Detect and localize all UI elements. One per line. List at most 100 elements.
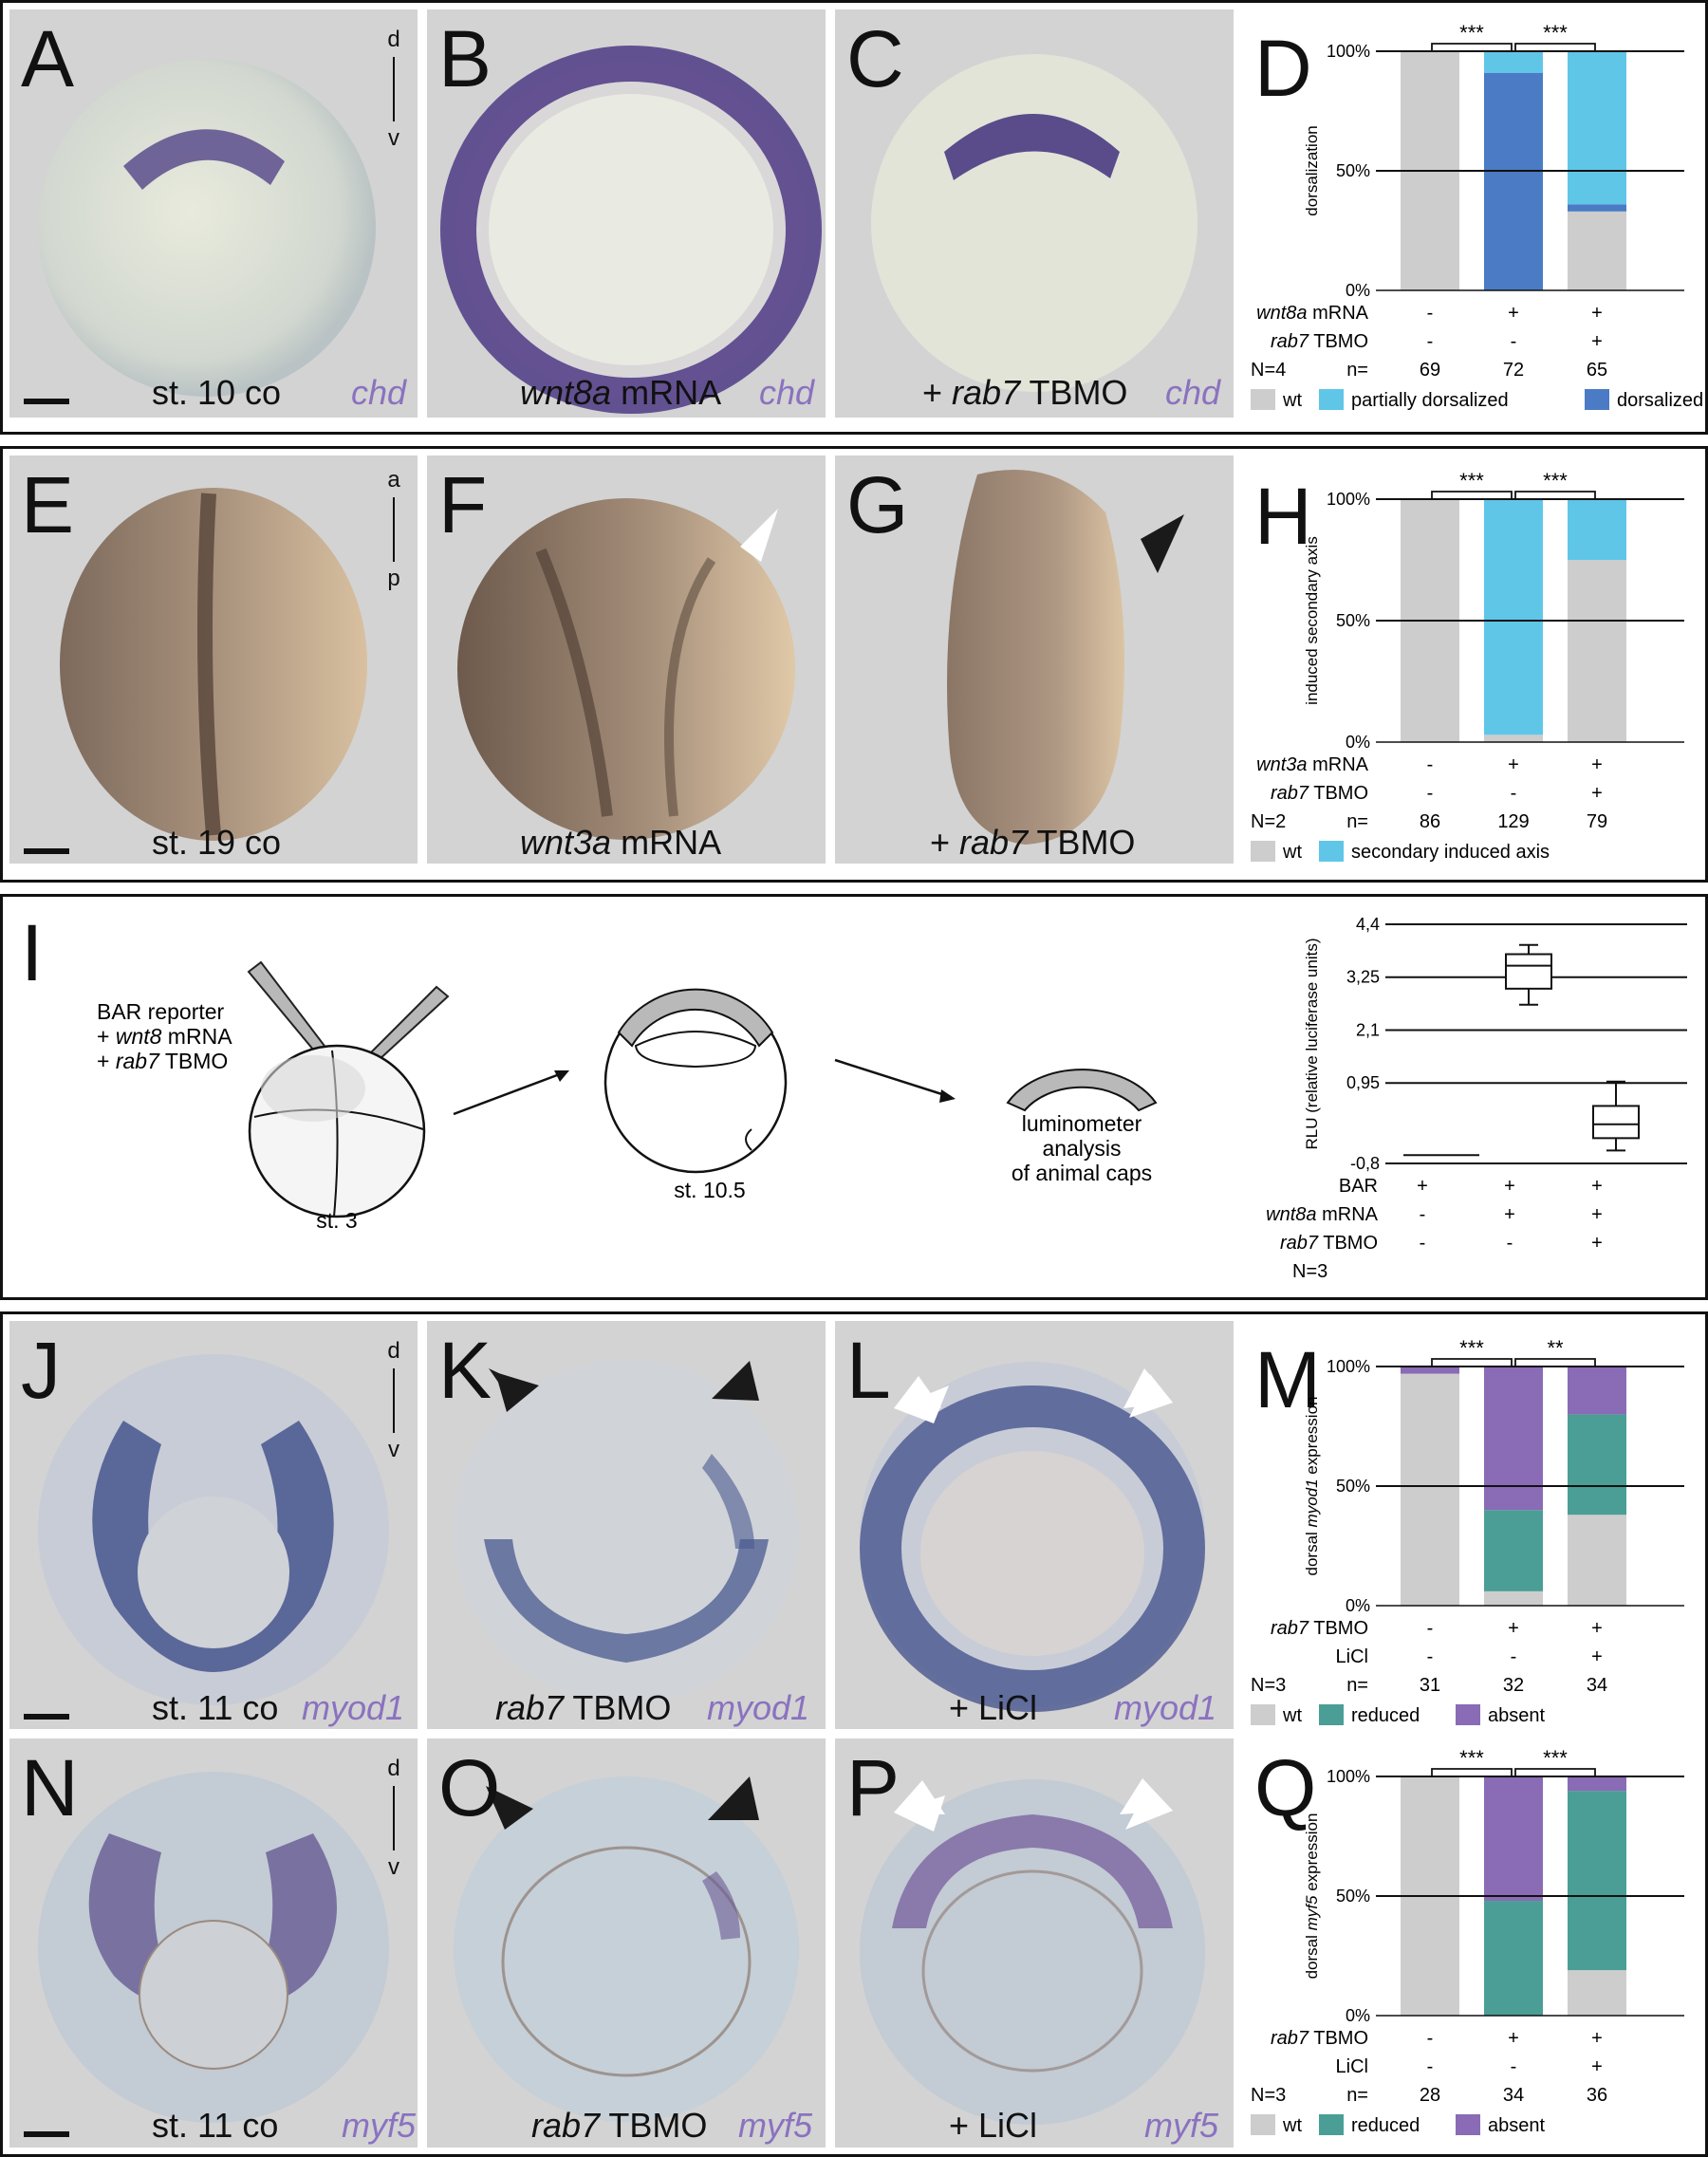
panel-letter-i: I — [21, 908, 44, 997]
y-tick-label: 100% — [1327, 1767, 1370, 1786]
y-tick-label: 100% — [1327, 42, 1370, 61]
axis-indicator-a: d v — [384, 27, 403, 152]
scale-bar-e — [24, 848, 69, 854]
gastrula-embryo — [603, 988, 788, 1174]
y-axis-label: dorsalization — [1303, 125, 1321, 215]
caption-g-italic: rab7 — [959, 823, 1029, 862]
bar-segment-wt — [1568, 1970, 1626, 2016]
n-value: 69 — [1420, 360, 1440, 381]
condition-sign: + — [1591, 1618, 1603, 1639]
bar-segment-partially-dorsalized — [1568, 51, 1626, 205]
axis-line — [393, 57, 395, 121]
legend-swatch-wt — [1251, 841, 1275, 862]
flow-arrow-1 — [453, 1070, 566, 1116]
panel-letter-q: Q — [1254, 1743, 1317, 1832]
chart-panel-d: dorsalization 0% 50% 100% *** *** wnt8a mRNA - +… — [1251, 21, 1703, 411]
condition-row-label: wnt8a mRNA — [1256, 303, 1368, 324]
condition-sign: + — [1508, 754, 1519, 775]
flow-arrow-2 — [834, 1058, 952, 1099]
panel-letter-o: O — [438, 1743, 501, 1832]
y-tick-label: 0% — [1346, 281, 1370, 300]
photo-panel-b — [427, 9, 826, 418]
legend-swatch-reduced — [1319, 1704, 1344, 1725]
y-tick-label: 2,1 — [1356, 1020, 1380, 1039]
n-value: 32 — [1503, 1675, 1524, 1696]
stage-label-st10-5: st. 10.5 — [674, 1178, 745, 1202]
significance-bracket — [1514, 43, 1596, 51]
four-cell-embryo — [248, 1044, 426, 1218]
y-tick-label: 4,4 — [1356, 915, 1380, 934]
condition-sign: + — [1504, 1204, 1515, 1225]
caption-l-main: + LiCl — [949, 1688, 1038, 1727]
gene-label-n: myf5 — [342, 2106, 417, 2145]
condition-row-label: rab7 TBMO — [1271, 1618, 1368, 1639]
gene-label-a: chd — [351, 373, 407, 412]
n-value: 31 — [1420, 1675, 1440, 1696]
legend-swatch-reduced — [1319, 2114, 1344, 2135]
legend-label: wt — [1282, 2115, 1302, 2136]
significance-label: *** — [1543, 1746, 1568, 1770]
bar-segment-absent — [1568, 1367, 1626, 1415]
bar-segment-reduced — [1568, 1791, 1626, 1971]
caption-p: + LiCl — [949, 2109, 1037, 2143]
condition-row-label: LiCl — [1336, 2056, 1368, 2077]
condition-sign: + — [1508, 303, 1519, 324]
panel-letter-g: G — [846, 460, 909, 549]
bar-segment-reduced — [1484, 1901, 1543, 2016]
legend-label: absent — [1488, 2115, 1545, 2136]
caption-c-main: TBMO — [1020, 373, 1128, 412]
axis-line — [393, 497, 395, 562]
legend-swatch-wt — [1251, 2114, 1275, 2135]
photo-panel-a — [9, 9, 418, 418]
panel-letter-e: E — [21, 460, 75, 549]
panel-letter-f: F — [438, 460, 488, 549]
condition-sign: + — [1591, 303, 1603, 324]
significance-label: *** — [1459, 21, 1484, 45]
bar-segment-dorsalized — [1484, 72, 1543, 291]
stage-label-st3: st. 3 — [316, 1208, 357, 1233]
n-prefix-label: n= — [1346, 1675, 1368, 1696]
embryo-image-a — [38, 59, 376, 397]
significance-bracket — [1514, 1768, 1596, 1776]
bar-segment-absent — [1484, 1367, 1543, 1511]
caption-e-main: st. 19 co — [152, 823, 282, 862]
box-iqr — [1592, 1105, 1640, 1140]
embryo-image-o — [454, 1776, 799, 2122]
embryo-image-f — [457, 498, 795, 840]
panel-letter-j: J — [21, 1326, 61, 1415]
n-value: 129 — [1497, 811, 1529, 832]
panel-letter-b: B — [438, 14, 492, 103]
legend-swatch-absent — [1456, 1704, 1480, 1725]
box-iqr — [1505, 953, 1552, 990]
panel-letter-l: L — [846, 1326, 891, 1415]
significance-label: *** — [1459, 1746, 1484, 1770]
y-tick-label: 50% — [1336, 161, 1370, 180]
caption-a-main: st. 10 co — [152, 373, 282, 412]
significance-bracket — [1431, 491, 1513, 499]
panel-letter-d: D — [1254, 24, 1312, 113]
axis-bottom-label: p — [387, 566, 400, 591]
bar-segment-wt — [1568, 560, 1626, 742]
axis-indicator-e: a p — [384, 467, 403, 592]
condition-sign: + — [1591, 1233, 1603, 1254]
photo-panel-j — [9, 1321, 418, 1729]
n-experiments-label: N=3 — [1251, 1675, 1286, 1696]
gene-label-l: myod1 — [1114, 1688, 1217, 1727]
condition-sign: - — [1427, 2056, 1434, 2077]
significance-bracket — [1514, 491, 1596, 499]
schematic-label-line3: + rab7 TBMO — [97, 1049, 228, 1073]
legend-label: reduced — [1351, 2115, 1420, 2136]
bar-segment-wt — [1568, 1515, 1626, 1606]
axis-bottom-label: v — [388, 1854, 399, 1880]
condition-sign: - — [1511, 331, 1517, 352]
axis-line — [393, 1368, 395, 1433]
legend-swatch-absent — [1456, 2114, 1480, 2135]
condition-sign: + — [1591, 331, 1603, 352]
bar-segment-secondary-induced-axis — [1484, 499, 1543, 735]
n-value: 28 — [1420, 2085, 1440, 2106]
embryo-image-k — [454, 1359, 799, 1704]
condition-sign: - — [1420, 1204, 1426, 1225]
scale-bar-a — [24, 399, 69, 404]
photo-panel-o — [427, 1739, 826, 2148]
condition-sign: - — [1427, 1646, 1434, 1667]
